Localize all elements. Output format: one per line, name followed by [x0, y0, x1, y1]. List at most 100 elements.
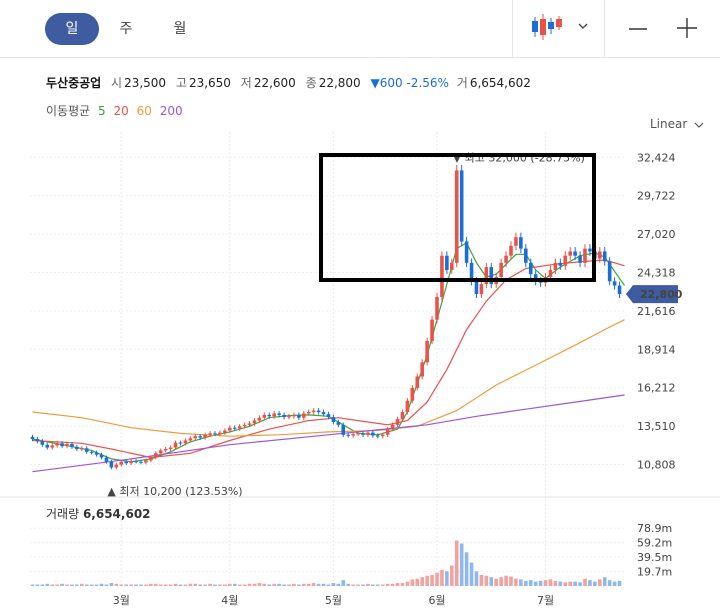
volume-bar	[607, 580, 612, 586]
candle-body	[504, 255, 508, 263]
open-value: 23,500	[124, 76, 167, 90]
chart-type-selector[interactable]	[512, 0, 604, 58]
volume-bar	[223, 584, 227, 586]
volume-bar	[114, 583, 119, 586]
volume-bar	[617, 580, 622, 586]
candle-body	[124, 461, 128, 464]
volume-bar	[464, 552, 469, 586]
y-tick-label: 21,616	[637, 305, 676, 318]
volume-bar	[494, 578, 498, 586]
candle-body	[390, 424, 395, 430]
candle-body	[277, 413, 281, 415]
scale-label: Linear	[650, 117, 688, 131]
candle-body	[232, 427, 237, 429]
candle-body	[341, 424, 346, 435]
volume-bar	[94, 584, 99, 586]
volume-bar	[247, 583, 252, 586]
candle-body	[75, 446, 79, 449]
volume-bar	[435, 572, 439, 586]
tab-weekly[interactable]: 주	[119, 21, 133, 37]
volume-bar	[30, 584, 35, 586]
candle-body	[607, 261, 612, 282]
volume-bar	[336, 583, 341, 586]
volume-bar	[410, 579, 415, 586]
volume-bar	[474, 571, 479, 586]
volume-bar	[548, 579, 553, 586]
volume-bar	[272, 583, 276, 586]
zoom-controls	[604, 0, 720, 58]
tab-monthly[interactable]: 월	[173, 21, 187, 37]
volume-tick-label: 78.9m	[637, 522, 672, 535]
candle-body	[158, 450, 163, 454]
candle-body	[65, 444, 69, 447]
candle-body	[149, 457, 153, 461]
ma-5-label[interactable]: 5	[98, 104, 106, 118]
candle-body	[528, 262, 533, 275]
volume-bar	[533, 581, 538, 586]
y-tick-label: 29,722	[637, 190, 676, 203]
x-tick-label: 4월	[221, 594, 238, 607]
volume-bar	[144, 584, 148, 586]
candle-body	[267, 414, 272, 417]
candle-body	[198, 436, 202, 438]
current-price-label: 22,800	[640, 288, 683, 301]
volume-bar	[134, 584, 138, 586]
volume-bar	[568, 581, 572, 586]
candle-body	[558, 262, 563, 266]
candle-body	[70, 444, 74, 447]
volume-tick-label: 59.2m	[637, 537, 672, 550]
top-toolbar: 일 주 월	[0, 0, 720, 58]
candle-body	[464, 241, 469, 263]
volume-bar	[178, 584, 183, 586]
current-price-marker	[626, 285, 678, 304]
low-label: 저	[240, 76, 252, 90]
candle-body	[89, 451, 94, 453]
plus-icon[interactable]	[677, 18, 697, 38]
candle-body	[218, 432, 222, 435]
candle-body	[252, 420, 257, 424]
candle-body	[94, 452, 99, 455]
volume-bar	[277, 583, 281, 586]
volume-bar	[60, 583, 64, 586]
volume-bar	[484, 575, 489, 586]
candle-body	[287, 416, 291, 418]
chevron-down-icon	[578, 23, 588, 29]
volume-bar	[450, 565, 454, 586]
volume-bar	[129, 584, 133, 586]
candle-body	[376, 435, 380, 437]
volume-bar	[55, 584, 59, 586]
scale-dropdown[interactable]: Linear	[650, 117, 705, 131]
candle-body	[440, 255, 444, 297]
ma-20-label[interactable]: 20	[113, 104, 129, 118]
volume-bar	[400, 583, 405, 586]
volume-bar	[519, 579, 523, 586]
volume-bar	[573, 581, 577, 586]
volume-bar	[124, 584, 128, 586]
candle-body	[351, 434, 355, 436]
volume-bar	[193, 583, 198, 586]
candle-body	[237, 426, 242, 429]
volume-bar	[287, 584, 291, 586]
candle-body	[144, 460, 148, 463]
candle-body	[405, 400, 410, 413]
volume-bar	[425, 575, 429, 586]
low-value: 22,600	[253, 76, 296, 90]
ma-200-label[interactable]: 200	[159, 104, 183, 118]
ma-legend-title: 이동평균	[46, 104, 91, 118]
tab-daily[interactable]: 일	[45, 13, 99, 45]
candle-body	[410, 387, 415, 401]
volume-bar	[578, 582, 582, 586]
ma-60-label[interactable]: 60	[136, 104, 152, 118]
volume-tick-label: 39.5m	[637, 551, 672, 564]
candle-body	[573, 251, 577, 256]
candle-body	[242, 424, 247, 427]
candle-body	[356, 433, 360, 435]
volume-bar	[158, 584, 163, 586]
minus-icon[interactable]	[629, 20, 647, 38]
candle-body	[598, 251, 602, 259]
candle-body	[395, 419, 400, 425]
candle-body	[208, 433, 212, 435]
y-tick-label: 10,808	[637, 459, 676, 472]
volume-bar	[479, 575, 484, 586]
